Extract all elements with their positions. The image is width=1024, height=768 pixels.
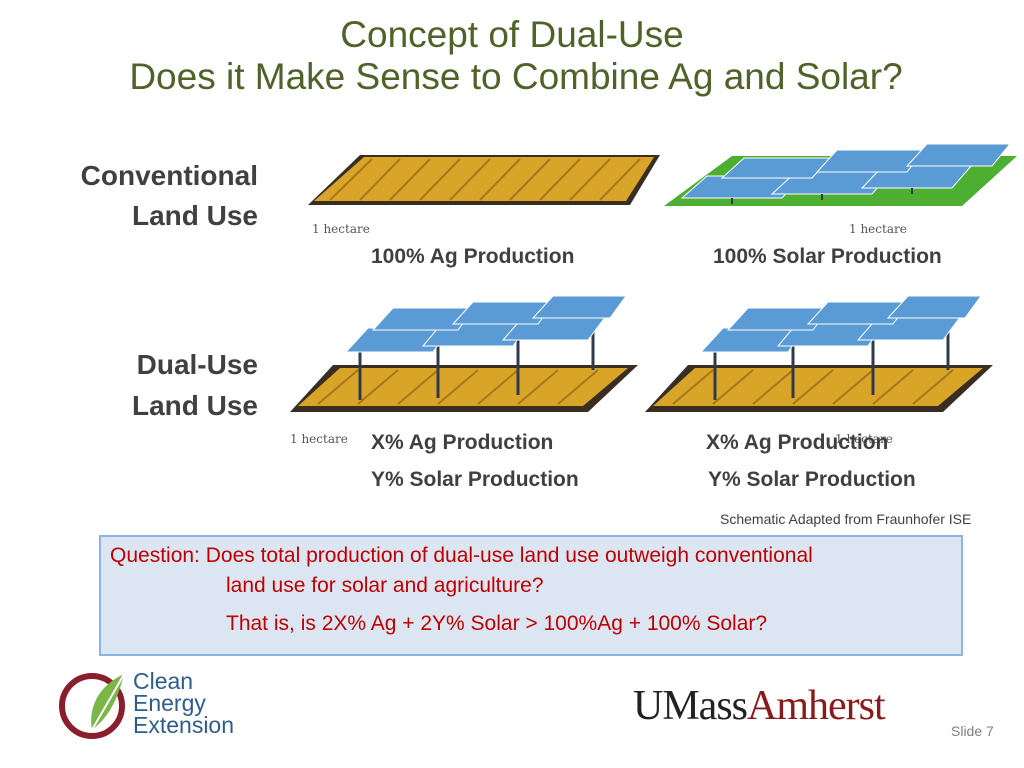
caption-dual-right-ag: X% Ag Production	[706, 431, 889, 454]
clean-energy-extension-leaf-logo	[59, 673, 125, 739]
hectare-label-solar: 1 hectare	[849, 222, 907, 236]
logo-text-clean: Clean	[133, 668, 194, 694]
amherst-wordmark: Amherst	[747, 683, 886, 729]
caption-ag-only: 100% Ag Production	[371, 245, 575, 268]
slide-title: Concept of Dual-Use	[340, 14, 684, 55]
caption-solar-only: 100% Solar Production	[713, 245, 942, 268]
ag-field-illustration	[308, 155, 660, 205]
question-box	[99, 535, 963, 656]
question-line3: That is, is 2X% Ag + 2Y% Solar > 100%Ag …	[226, 612, 768, 635]
source-note: Schematic Adapted from Fraunhofer ISE	[720, 511, 972, 527]
umass-wordmark: UMass	[633, 683, 748, 729]
logo-text-energy: Energy	[133, 690, 206, 716]
solar-field-illustration	[664, 143, 1017, 206]
hectare-label-dual-right: 1 hectare	[835, 432, 893, 446]
caption-dual-right-solar: Y% Solar Production	[708, 468, 916, 491]
conventional-label-line2: Land Use	[131, 200, 258, 231]
caption-dual-left-ag: X% Ag Production	[371, 431, 554, 454]
logo-text-extension: Extension	[133, 712, 235, 738]
dualuse-label-line1: Dual-Use	[136, 349, 258, 380]
dualuse-illustration-right	[645, 295, 993, 412]
dualuse-illustration-left	[290, 295, 638, 412]
hectare-label-dual-left: 1 hectare	[290, 432, 348, 446]
question-line2: land use for solar and agriculture?	[226, 574, 544, 597]
slide-subtitle: Does it Make Sense to Combine Ag and Sol…	[129, 56, 903, 97]
dualuse-label-line2: Land Use	[131, 390, 258, 421]
caption-dual-left-solar: Y% Solar Production	[371, 468, 579, 491]
umass-amherst-logo: UMassAmherst	[633, 682, 886, 730]
conventional-label-line1: Conventional	[80, 160, 258, 191]
question-line1: Question: Does total production of dual-…	[110, 544, 813, 567]
hectare-label-ag: 1 hectare	[312, 222, 370, 236]
slide-number: Slide 7	[951, 723, 994, 739]
